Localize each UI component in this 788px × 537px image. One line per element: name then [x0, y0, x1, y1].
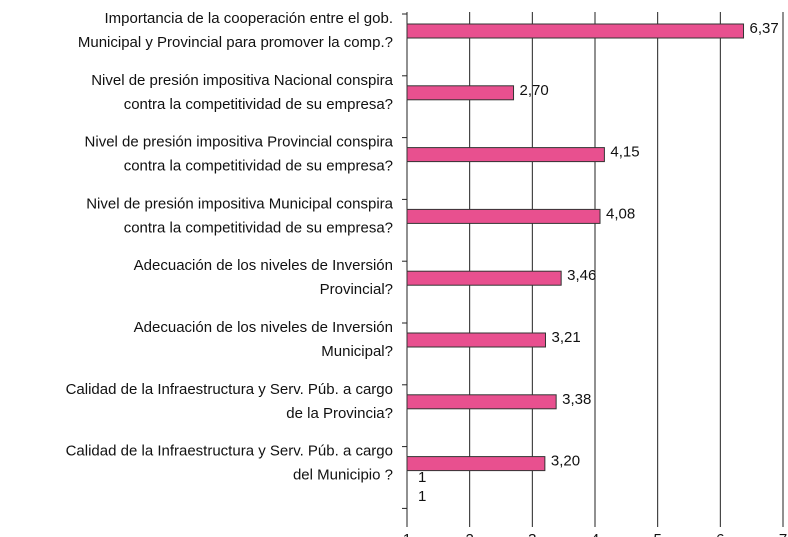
category-label: Calidad de la Infraestructura y Serv. Pú…	[66, 381, 393, 422]
category-label-line: Nivel de presión impositiva Municipal co…	[86, 195, 393, 212]
category-label-line: Nivel de presión impositiva Provincial c…	[85, 134, 394, 151]
value-label: 4,15	[610, 144, 639, 161]
annotation: 1	[418, 488, 426, 505]
x-tick-label: 5	[653, 531, 661, 537]
category-label: Calidad de la Infraestructura y Serv. Pú…	[66, 443, 393, 484]
category-label-line: Nivel de presión impositiva Nacional con…	[91, 72, 393, 89]
bar	[406, 147, 605, 163]
category-label: Nivel de presión impositiva Provincial c…	[85, 134, 394, 175]
bar	[406, 270, 562, 286]
category-label-line: Importancia de la cooperación entre el g…	[104, 10, 393, 27]
value-label: 3,46	[567, 267, 596, 284]
value-label: 3,38	[562, 391, 591, 408]
bar	[406, 394, 557, 410]
value-label: 4,08	[606, 205, 635, 222]
category-label-line: Adecuación de los niveles de Inversión	[134, 257, 393, 274]
category-label-line: contra la competitividad de su empresa?	[124, 219, 393, 236]
value-label: 3,20	[551, 453, 580, 470]
x-tick-label: 4	[591, 531, 599, 537]
x-tick-label: 2	[465, 531, 473, 537]
bar	[406, 85, 515, 101]
category-label-line: Provincial?	[320, 281, 393, 298]
value-label: 2,70	[520, 82, 549, 99]
category-label: Adecuación de los niveles de Inversión Mu…	[134, 319, 393, 360]
x-tick-label: 1	[403, 531, 411, 537]
category-label: Nivel de presión impositiva Municipal co…	[86, 195, 393, 236]
category-label-line: Adecuación de los niveles de Inversión	[134, 319, 393, 336]
value-label: 6,37	[750, 20, 779, 37]
category-label-line: contra la competitividad de su empresa?	[124, 96, 393, 113]
x-tick-label: 3	[528, 531, 536, 537]
bar	[406, 332, 546, 348]
category-label: Importancia de la cooperación entre el g…	[78, 10, 393, 51]
value-label: 3,21	[551, 329, 580, 346]
category-label-line: Calidad de la Infraestructura y Serv. Pú…	[66, 381, 393, 398]
category-label-line: contra la competitividad de su empresa?	[124, 158, 393, 175]
bar	[406, 208, 601, 224]
category-label: Adecuación de los niveles de Inversión Pr…	[134, 257, 393, 298]
category-label-line: Municipal y Provincial para promover la …	[78, 34, 393, 51]
bar	[406, 23, 745, 39]
category-label: Nivel de presión impositiva Nacional con…	[91, 72, 393, 113]
category-label-line: Municipal?	[321, 343, 393, 360]
category-label-line: de la Provincia?	[286, 405, 393, 422]
x-tick-label: 6	[716, 531, 724, 537]
x-tick-label: 7	[779, 531, 787, 537]
bar	[406, 456, 546, 472]
annotation: 1	[418, 469, 426, 486]
category-label-line: Calidad de la Infraestructura y Serv. Pú…	[66, 443, 393, 460]
category-label-line: del Municipio ?	[293, 467, 393, 484]
